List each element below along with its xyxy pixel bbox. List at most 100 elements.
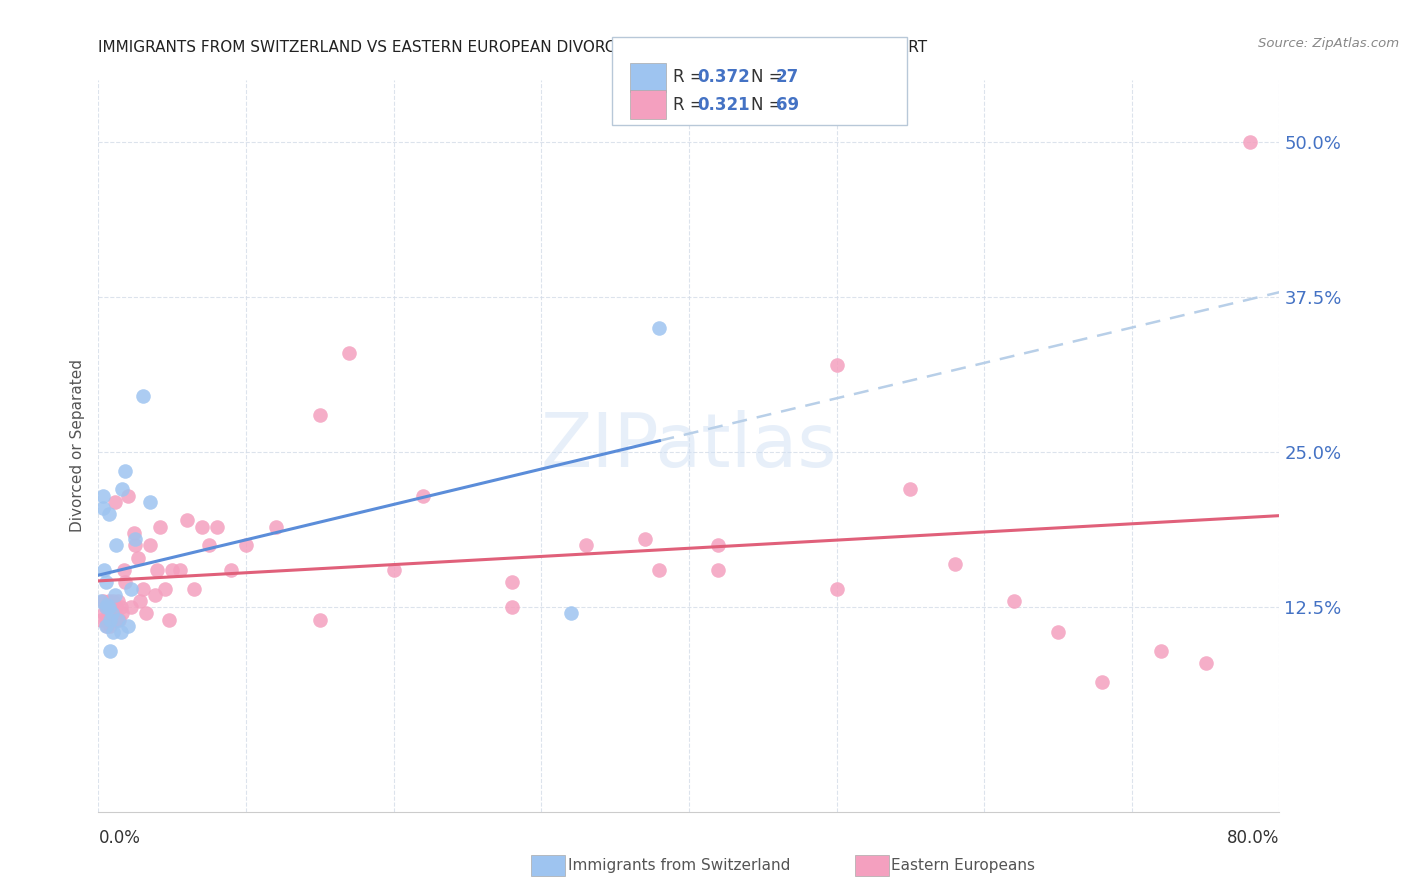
Text: N =: N = bbox=[751, 69, 787, 87]
Point bbox=[127, 550, 149, 565]
Point bbox=[900, 483, 922, 497]
Point bbox=[149, 519, 172, 533]
Point bbox=[94, 600, 117, 615]
Point bbox=[146, 563, 169, 577]
Point bbox=[183, 582, 205, 596]
Point bbox=[124, 538, 146, 552]
Text: N =: N = bbox=[751, 95, 787, 113]
Point bbox=[1091, 674, 1114, 689]
Point bbox=[139, 495, 162, 509]
Point bbox=[309, 408, 332, 422]
Point bbox=[111, 483, 134, 497]
Point bbox=[117, 489, 139, 503]
Point bbox=[103, 613, 125, 627]
Point bbox=[132, 389, 155, 403]
Point bbox=[110, 624, 132, 639]
Point bbox=[339, 346, 361, 360]
Point bbox=[103, 624, 125, 639]
Text: IMMIGRANTS FROM SWITZERLAND VS EASTERN EUROPEAN DIVORCED OR SEPARATED CORRELATIO: IMMIGRANTS FROM SWITZERLAND VS EASTERN E… bbox=[98, 40, 928, 55]
Point bbox=[91, 500, 114, 515]
Point bbox=[97, 607, 120, 621]
Point bbox=[221, 563, 243, 577]
Point bbox=[94, 619, 117, 633]
Point bbox=[143, 588, 166, 602]
Point bbox=[94, 600, 117, 615]
Point bbox=[96, 598, 118, 612]
Point bbox=[575, 538, 598, 552]
Point bbox=[412, 489, 434, 503]
Text: Eastern Europeans: Eastern Europeans bbox=[891, 858, 1035, 872]
Text: Source: ZipAtlas.com: Source: ZipAtlas.com bbox=[1258, 37, 1399, 51]
Point bbox=[100, 607, 122, 621]
Point bbox=[648, 321, 671, 335]
Point bbox=[96, 619, 118, 633]
Text: R =: R = bbox=[673, 69, 710, 87]
Point bbox=[93, 607, 115, 621]
Point bbox=[105, 613, 128, 627]
Text: 69: 69 bbox=[776, 95, 799, 113]
Point bbox=[153, 582, 176, 596]
Point bbox=[105, 538, 128, 552]
Point bbox=[97, 507, 120, 521]
Text: 0.372: 0.372 bbox=[697, 69, 751, 87]
Point bbox=[707, 538, 730, 552]
Text: 27: 27 bbox=[776, 69, 800, 87]
Point bbox=[825, 582, 848, 596]
Point bbox=[97, 600, 120, 615]
Point bbox=[120, 600, 142, 615]
Point bbox=[120, 582, 142, 596]
Point bbox=[94, 613, 117, 627]
Point bbox=[98, 600, 121, 615]
Point bbox=[1150, 643, 1173, 657]
Point bbox=[94, 575, 117, 590]
Point bbox=[169, 563, 191, 577]
Point bbox=[124, 532, 146, 546]
Text: 80.0%: 80.0% bbox=[1227, 830, 1279, 847]
Point bbox=[105, 600, 128, 615]
Point bbox=[264, 519, 287, 533]
Point bbox=[501, 575, 523, 590]
Point bbox=[104, 495, 127, 509]
Point bbox=[98, 613, 121, 627]
Point bbox=[1046, 624, 1070, 639]
Point bbox=[135, 607, 157, 621]
Point bbox=[97, 594, 120, 608]
Point bbox=[112, 563, 135, 577]
Point bbox=[648, 563, 671, 577]
Point bbox=[634, 532, 657, 546]
Point bbox=[93, 563, 115, 577]
Point bbox=[108, 613, 131, 627]
Point bbox=[176, 513, 198, 527]
Text: 0.0%: 0.0% bbox=[98, 830, 141, 847]
Point bbox=[162, 563, 184, 577]
Point bbox=[501, 600, 523, 615]
Text: R =: R = bbox=[673, 95, 710, 113]
Point bbox=[235, 538, 257, 552]
Point bbox=[157, 613, 180, 627]
Point bbox=[90, 594, 112, 608]
Point bbox=[98, 643, 121, 657]
Point bbox=[111, 607, 134, 621]
Text: ZIPatlas: ZIPatlas bbox=[541, 409, 837, 483]
Point bbox=[309, 613, 332, 627]
Point bbox=[98, 619, 121, 633]
Point bbox=[198, 538, 221, 552]
Point bbox=[943, 557, 966, 571]
Text: 0.321: 0.321 bbox=[697, 95, 749, 113]
Point bbox=[560, 607, 582, 621]
Point bbox=[122, 525, 145, 540]
Point bbox=[132, 582, 155, 596]
Point bbox=[114, 464, 136, 478]
Point bbox=[107, 613, 129, 627]
Point bbox=[825, 359, 848, 373]
Point bbox=[205, 519, 228, 533]
Point bbox=[90, 613, 112, 627]
Text: Immigrants from Switzerland: Immigrants from Switzerland bbox=[568, 858, 790, 872]
Point bbox=[100, 613, 122, 627]
Point bbox=[139, 538, 162, 552]
Y-axis label: Divorced or Separated: Divorced or Separated bbox=[70, 359, 86, 533]
Point bbox=[103, 594, 125, 608]
Point bbox=[382, 563, 405, 577]
Point bbox=[1195, 656, 1218, 670]
Point bbox=[104, 588, 127, 602]
